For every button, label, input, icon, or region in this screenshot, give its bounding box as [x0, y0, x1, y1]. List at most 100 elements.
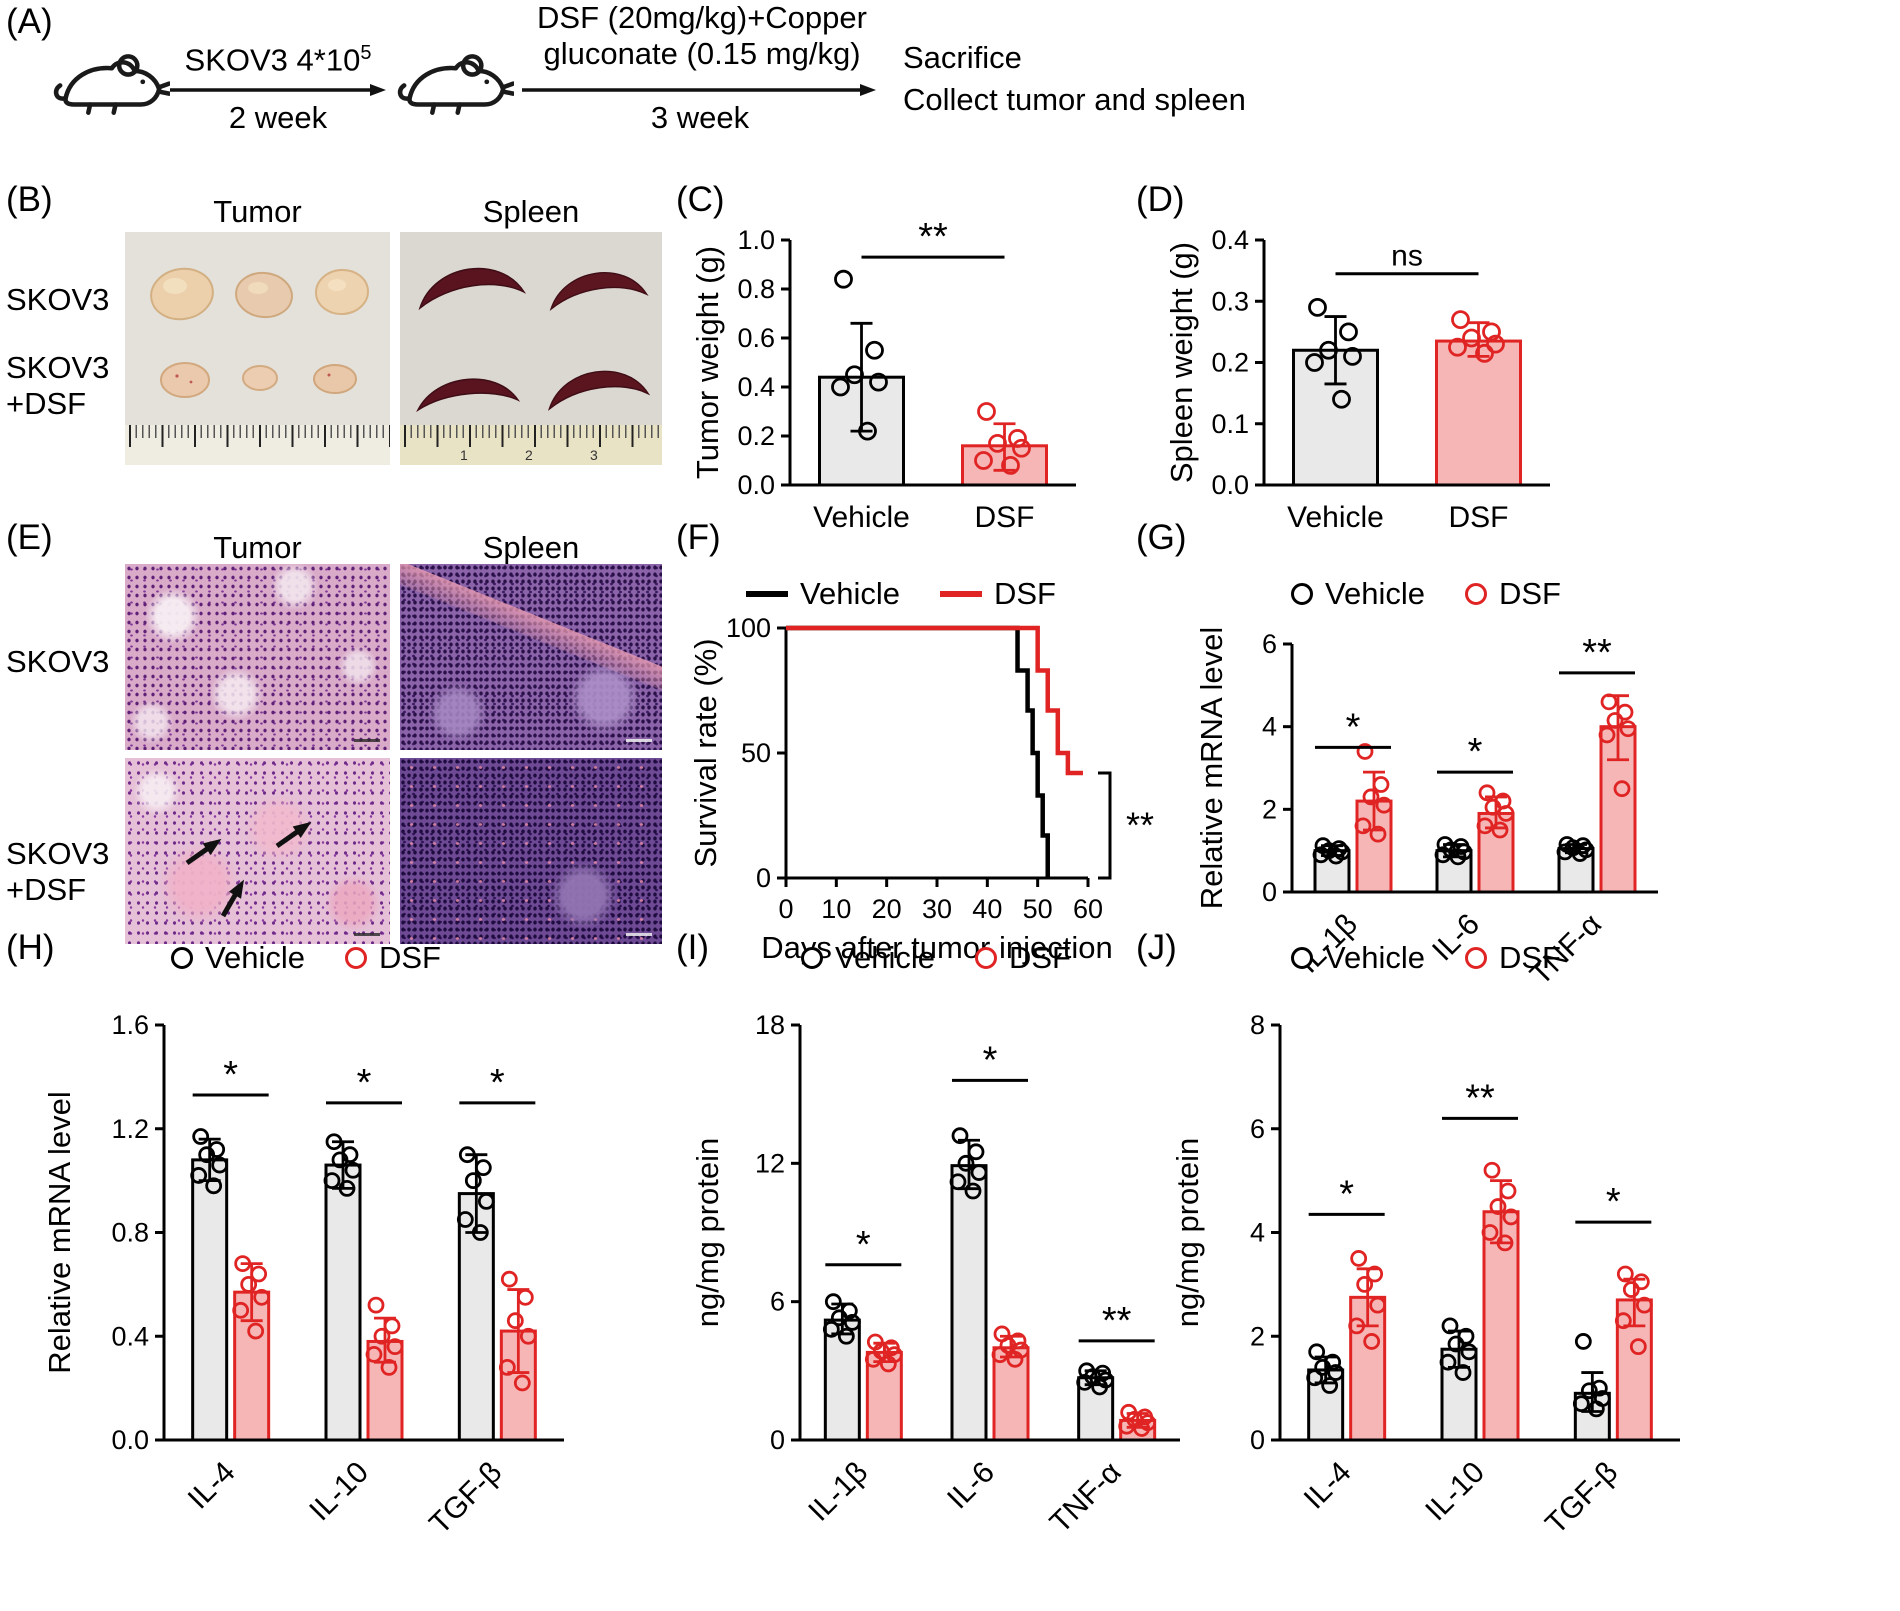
svg-text:18: 18 — [755, 1010, 785, 1040]
tumor-histology-dsf — [125, 758, 390, 944]
svg-text:12: 12 — [755, 1148, 785, 1178]
row-label-skov3-dsf-2: +DSF — [6, 872, 87, 907]
tumor-photo — [125, 232, 390, 465]
svg-text:8: 8 — [1250, 1010, 1265, 1040]
vehicle-legend-label: Vehicle — [835, 940, 935, 975]
svg-text:*: * — [357, 1062, 372, 1104]
svg-text:50: 50 — [1023, 894, 1053, 924]
treatment-label-line1: DSF (20mg/kg)+Copper — [537, 0, 867, 35]
svg-text:4: 4 — [1262, 712, 1277, 742]
svg-text:1.6: 1.6 — [111, 1010, 149, 1040]
svg-text:2: 2 — [1262, 794, 1277, 824]
vehicle-line-marker — [746, 591, 789, 597]
dsf-legend-marker — [1464, 947, 1487, 969]
vehicle-legend-label: Vehicle — [1325, 940, 1425, 975]
dsf-line-marker — [939, 591, 982, 597]
vehicle-legend-marker — [1291, 947, 1314, 969]
tumor-histology-skov3 — [125, 564, 390, 750]
svg-text:TGF-β: TGF-β — [423, 1456, 508, 1541]
panel-a-label: (A) — [6, 2, 53, 41]
vehicle-legend-label: Vehicle — [800, 576, 900, 611]
panel-d-spleen-weight-chart: Vehicle DSF 0.0 0.1 0.2 0.3 0.4 Spleen weight (… — [1164, 225, 1550, 534]
svg-text:0.4: 0.4 — [737, 372, 775, 402]
svg-text:**: ** — [1126, 805, 1154, 846]
spleen-column-header: Spleen — [482, 194, 580, 229]
svg-text:**: ** — [1465, 1077, 1495, 1119]
ruler-number: 2 — [525, 447, 533, 463]
svg-text:1.2: 1.2 — [111, 1114, 149, 1144]
panel-e-label: (E) — [6, 518, 53, 557]
injection-text: SKOV3 4*10 — [184, 42, 361, 78]
vehicle-legend-marker — [1291, 583, 1314, 605]
spleen-photo: 1 2 3 — [400, 232, 662, 465]
svg-text:0.4: 0.4 — [111, 1321, 149, 1351]
ruler-major-ticks — [129, 425, 390, 447]
dsf-legend-marker — [1464, 583, 1487, 605]
mrna-legend: Vehicle DSF — [90, 940, 550, 976]
svg-text:*: * — [983, 1039, 998, 1081]
svg-text:6: 6 — [1250, 1114, 1265, 1144]
svg-text:6: 6 — [1262, 629, 1277, 659]
svg-text:0.1: 0.1 — [1211, 409, 1249, 439]
svg-text:50: 50 — [741, 738, 771, 768]
row-label-skov3: SKOV3 — [6, 282, 110, 317]
dsf-legend-label: DSF — [1008, 940, 1071, 975]
svg-text:Spleen weight (g): Spleen weight (g) — [1164, 242, 1199, 483]
dsf-legend-marker — [344, 947, 367, 969]
collect-label: Collect tumor and spleen — [903, 82, 1246, 117]
vehicle-legend-marker — [171, 947, 194, 969]
svg-text:ng/mg protein: ng/mg protein — [1170, 1138, 1205, 1328]
svg-text:Relative mRNA level: Relative mRNA level — [42, 1091, 77, 1374]
svg-text:DSF: DSF — [1449, 501, 1509, 534]
svg-text:*: * — [490, 1062, 505, 1104]
svg-text:**: ** — [918, 216, 948, 258]
highlight-arrows — [185, 821, 312, 918]
ruler-major-ticks — [404, 425, 662, 447]
dsf-legend-label: DSF — [1498, 576, 1561, 611]
vehicle-legend-label: Vehicle — [205, 940, 305, 975]
panel-d-label: (D) — [1136, 180, 1185, 219]
svg-text:Tumor weight (g): Tumor weight (g) — [690, 246, 725, 479]
ruler-number: 1 — [460, 447, 468, 463]
svg-text:20: 20 — [872, 894, 902, 924]
svg-text:0: 0 — [1262, 877, 1277, 907]
svg-text:*: * — [1606, 1181, 1621, 1223]
svg-text:IL-4: IL-4 — [1298, 1456, 1358, 1516]
panel-c-tumor-weight-chart: Vehicle DSF 0.0 0.2 0.4 0.6 0.8 1.0 Tumor weight… — [690, 216, 1076, 534]
panel-b-label: (B) — [6, 180, 53, 219]
svg-text:0: 0 — [770, 1425, 785, 1455]
protein-legend: Vehicle DSF — [1210, 940, 1670, 976]
svg-text:IL-10: IL-10 — [303, 1456, 375, 1528]
svg-text:IL-1β: IL-1β — [802, 1456, 874, 1528]
tumor-column-header: Tumor — [213, 530, 302, 565]
ruler-number: 3 — [590, 447, 598, 463]
svg-text:0.6: 0.6 — [737, 323, 775, 353]
svg-text:**: ** — [1102, 1300, 1132, 1342]
svg-text:*: * — [856, 1224, 871, 1266]
dsf-legend-label: DSF — [378, 940, 441, 975]
svg-text:IL-6: IL-6 — [941, 1456, 1001, 1516]
svg-text:**: ** — [1582, 632, 1612, 674]
svg-text:0.8: 0.8 — [111, 1218, 149, 1248]
svg-text:0.0: 0.0 — [1211, 470, 1249, 500]
arrow-right-icon — [522, 84, 876, 96]
svg-text:2: 2 — [1250, 1321, 1265, 1351]
injection-exponent: 5 — [360, 42, 372, 64]
dsf-legend-label: DSF — [993, 576, 1056, 611]
treatment-label-line2: gluconate (0.15 mg/kg) — [543, 36, 861, 71]
svg-text:DSF: DSF — [975, 501, 1035, 534]
vehicle-legend-label: Vehicle — [1325, 576, 1425, 611]
row-label-skov3: SKOV3 — [6, 644, 110, 679]
svg-text:Relative mRNA level: Relative mRNA level — [1194, 627, 1229, 910]
mouse-icon — [52, 46, 170, 124]
panel-i-label: (I) — [676, 928, 710, 967]
svg-text:ns: ns — [1391, 240, 1423, 273]
svg-text:*: * — [223, 1054, 238, 1096]
svg-text:0.8: 0.8 — [737, 274, 775, 304]
spleen-histology-skov3 — [400, 564, 662, 750]
svg-text:*: * — [1346, 706, 1361, 748]
mrna-legend: Vehicle DSF — [1230, 576, 1650, 612]
svg-text:0.0: 0.0 — [111, 1425, 149, 1455]
